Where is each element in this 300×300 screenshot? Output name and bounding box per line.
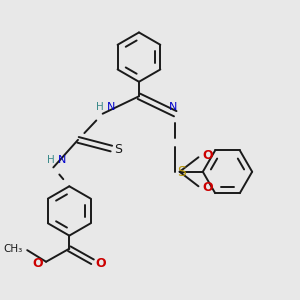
Text: CH₃: CH₃ [4,244,23,254]
Text: N: N [106,102,115,112]
Text: S: S [114,142,122,156]
Text: S: S [177,165,185,179]
Text: O: O [95,257,106,270]
Text: N: N [169,102,177,112]
Text: H: H [97,102,104,112]
Text: O: O [202,149,213,162]
Text: N: N [58,155,66,165]
Text: O: O [202,181,213,194]
Text: O: O [32,257,43,270]
Text: H: H [47,155,55,165]
